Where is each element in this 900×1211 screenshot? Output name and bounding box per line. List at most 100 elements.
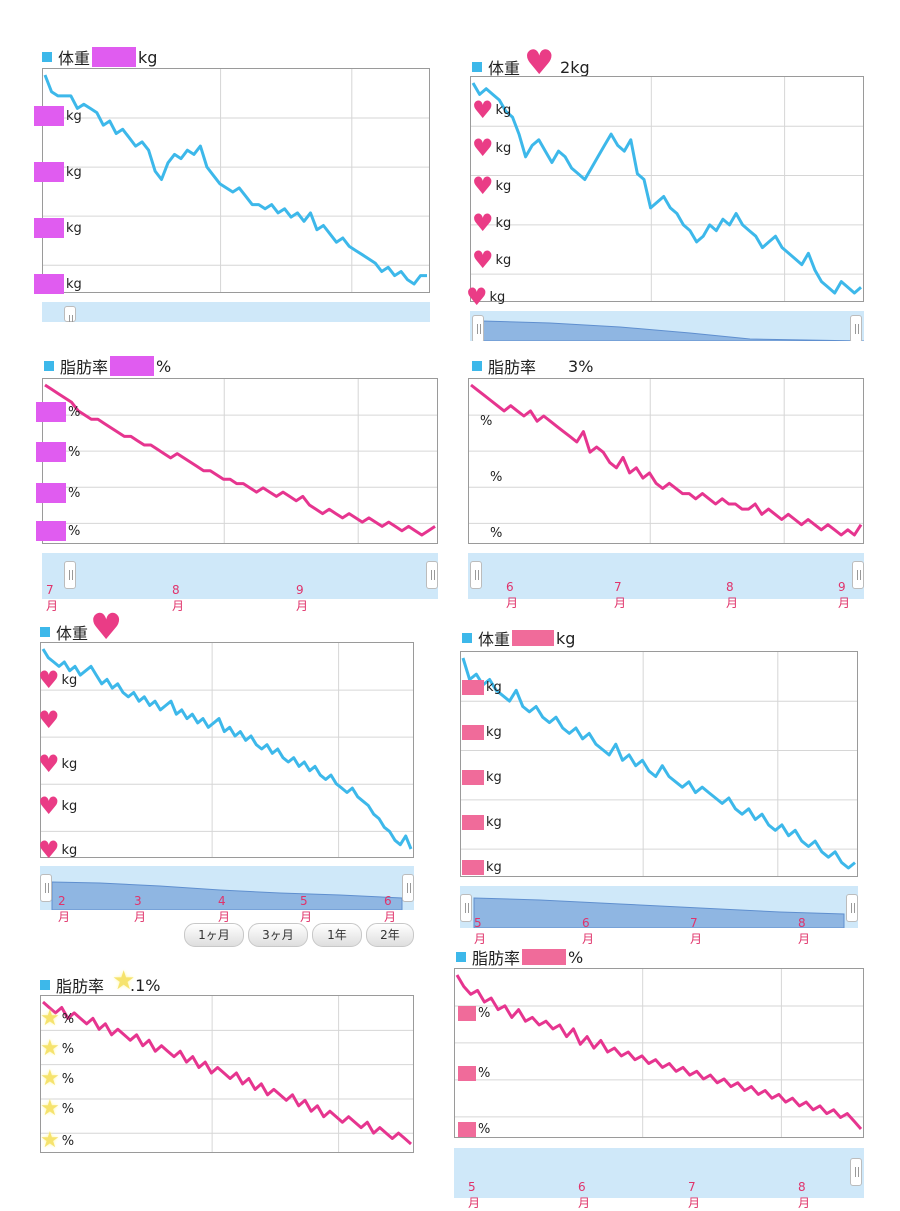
range-handle-left[interactable] <box>40 874 52 902</box>
y-tick-label: % <box>36 442 80 462</box>
y-tick-label: ♥ kg <box>466 283 506 311</box>
series-line <box>461 657 856 870</box>
range-navigator[interactable] <box>470 311 864 341</box>
legend-square-icon <box>472 361 482 371</box>
title-text: 体重 <box>58 49 91 68</box>
series-line <box>41 648 413 850</box>
x-month-label: 6月 <box>384 894 397 924</box>
y-tick-label: ♥ kg <box>472 134 512 162</box>
chart-title: 体重 kg <box>462 626 575 650</box>
y-tick-label: ♥ kg <box>38 836 78 864</box>
redaction-box <box>512 630 555 646</box>
plot-area <box>460 651 858 877</box>
x-month-label: 7月 <box>614 580 627 610</box>
y-tick-label: ♥ kg <box>38 792 78 820</box>
y-tick-label: kg <box>462 680 502 695</box>
range-handle-right[interactable] <box>850 315 862 341</box>
title-suffix: % <box>568 947 584 967</box>
legend-square-icon <box>462 633 472 643</box>
series-line <box>42 1000 412 1146</box>
chart-title: 脂肪率 .1% <box>40 973 160 997</box>
redaction-box <box>522 949 567 965</box>
title-text: 体重 <box>478 630 511 649</box>
plot-area <box>454 968 864 1138</box>
y-tick-label: ★% <box>40 1066 75 1091</box>
title-suffix: .1% <box>130 975 161 995</box>
range-button-1month[interactable]: 1ヶ月 <box>184 923 244 947</box>
y-tick-label: ★% <box>40 1096 75 1121</box>
series-line <box>44 383 436 537</box>
y-tick-label: ★% <box>40 1128 75 1153</box>
heart-sticker-icon: ♥ <box>90 607 123 648</box>
y-tick-label: % <box>458 1122 490 1137</box>
series-line <box>43 74 427 286</box>
range-navigator[interactable] <box>454 1148 864 1198</box>
legend-square-icon <box>44 361 54 371</box>
range-button-3months[interactable]: 3ヶ月 <box>248 923 308 947</box>
y-tick-label: ♥ kg <box>472 246 512 274</box>
y-tick-label: % <box>490 526 503 541</box>
range-handle-right[interactable] <box>850 1158 862 1186</box>
title-suffix: 3% <box>568 356 594 376</box>
x-month-label: 6月 <box>578 1180 591 1210</box>
x-month-label: 9月 <box>838 580 851 610</box>
line-chart-svg <box>471 77 863 301</box>
chart-title: 脂肪率 % <box>456 945 583 969</box>
x-month-label: 3月 <box>134 894 147 924</box>
x-month-label: 5月 <box>468 1180 481 1210</box>
y-tick-label: ♥ kg <box>472 172 512 200</box>
y-tick-label: kg <box>34 274 82 294</box>
range-handle-left[interactable] <box>64 306 76 322</box>
heart-sticker-icon: ♥ <box>524 43 555 83</box>
title-text: 脂肪率 <box>472 949 521 968</box>
plot-area <box>42 68 430 293</box>
range-handle-right[interactable] <box>852 561 864 589</box>
range-button-2years[interactable]: 2年 <box>366 923 414 947</box>
range-handle-left[interactable] <box>472 315 484 341</box>
plot-area <box>40 642 414 858</box>
x-month-label: 5月 <box>300 894 313 924</box>
line-chart-svg <box>41 996 413 1152</box>
range-handle-left[interactable] <box>470 561 482 589</box>
y-tick-label: kg <box>34 162 82 182</box>
y-tick-label: ★% <box>40 1036 75 1061</box>
title-suffix: % <box>156 356 172 376</box>
range-handle-left[interactable] <box>64 561 76 589</box>
range-navigator[interactable] <box>40 866 414 910</box>
title-text: 脂肪率 <box>56 977 105 996</box>
range-navigator[interactable] <box>468 553 864 599</box>
series-line <box>470 383 863 537</box>
line-chart-svg <box>41 643 413 857</box>
series-line <box>455 974 863 1130</box>
range-navigator[interactable] <box>42 553 438 599</box>
x-month-label: 7月 <box>46 583 59 613</box>
range-handle-right[interactable] <box>426 561 438 589</box>
x-month-label: 9月 <box>296 583 309 613</box>
range-handle-left[interactable] <box>460 894 472 922</box>
range-navigator[interactable] <box>460 886 858 928</box>
range-button-1year[interactable]: 1年 <box>312 923 362 947</box>
y-tick-label: ♥ <box>38 706 60 734</box>
x-month-label: 4月 <box>218 894 231 924</box>
star-sticker-icon: ★ <box>112 966 136 996</box>
plot-area <box>42 378 438 544</box>
redaction-box <box>92 47 137 67</box>
y-tick-label: ★% <box>40 1006 75 1031</box>
x-month-label: 8月 <box>798 916 811 946</box>
chart-title: 体重 2kg <box>472 55 590 79</box>
range-handle-right[interactable] <box>402 874 414 902</box>
plot-area <box>470 76 864 302</box>
title-suffix: kg <box>556 628 576 648</box>
y-tick-label: kg <box>462 860 502 875</box>
x-month-label: 5月 <box>474 916 487 946</box>
legend-square-icon <box>456 952 466 962</box>
plot-area <box>468 378 864 544</box>
x-month-label: 8月 <box>726 580 739 610</box>
range-navigator[interactable] <box>42 302 430 322</box>
chart-title: 脂肪率 3% <box>472 354 593 378</box>
y-tick-label: % <box>36 483 80 503</box>
title-text: 脂肪率 <box>60 358 109 377</box>
range-handle-right[interactable] <box>846 894 858 922</box>
legend-square-icon <box>42 52 52 62</box>
y-tick-label: % <box>36 402 80 422</box>
